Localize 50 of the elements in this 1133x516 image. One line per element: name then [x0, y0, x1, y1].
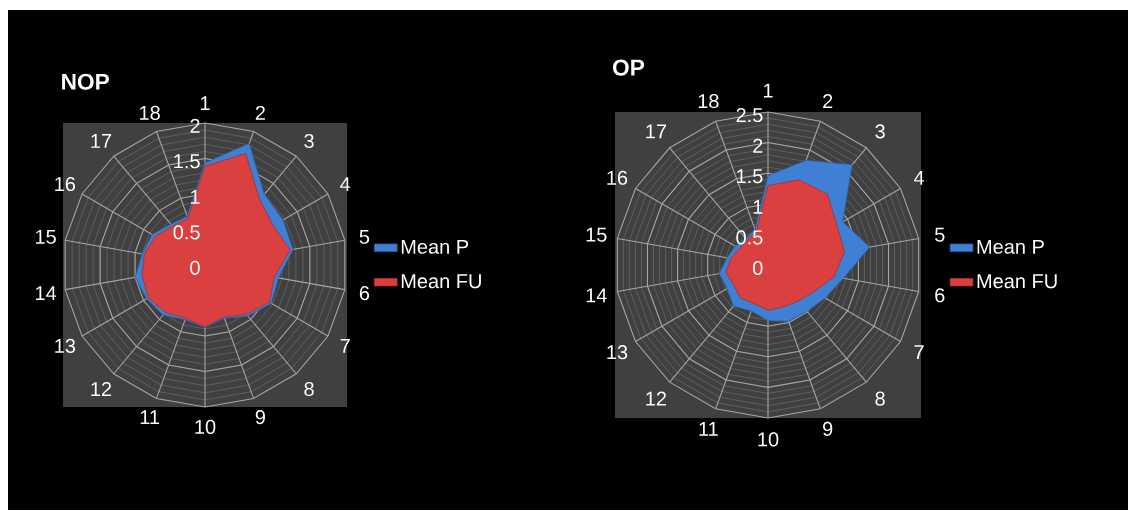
legend-label: Mean P: [977, 239, 1044, 254]
spoke-label: 17: [646, 124, 667, 139]
spoke-label: 6: [935, 288, 945, 303]
spoke-label: 15: [586, 227, 607, 242]
spoke-label: 14: [35, 286, 57, 300]
spoke-label: 9: [255, 410, 265, 425]
chart-title: OP: [612, 59, 645, 76]
spoke-label: 4: [340, 177, 351, 191]
y-tick-label: 1.5: [737, 169, 763, 184]
spoke-label: 6: [359, 286, 370, 301]
spoke-label: 13: [55, 338, 76, 353]
legend-label: Mean FU: [977, 274, 1057, 289]
y-tick-label: 2: [753, 138, 763, 153]
spoke-label: 5: [359, 229, 370, 244]
spoke-label: 12: [91, 382, 112, 396]
spoke-label: 2: [255, 105, 265, 120]
spoke-label: 1: [763, 83, 773, 98]
y-tick-label: 0.5: [173, 225, 200, 240]
y-tick-label: 1.5: [174, 154, 200, 169]
spoke-label: 2: [823, 94, 833, 109]
chart-title: NOP: [62, 73, 109, 90]
spoke-label: 11: [140, 410, 160, 424]
legend-label: Mean FU: [401, 274, 481, 289]
spoke-label: 16: [607, 170, 628, 185]
spoke-label: 18: [140, 105, 160, 120]
spoke-label: 7: [340, 339, 350, 353]
spoke-label: 11: [699, 422, 718, 436]
y-tick-label: 0: [752, 260, 763, 276]
spoke-label: 16: [55, 176, 76, 192]
spoke-label: 4: [913, 170, 925, 185]
spoke-label: 8: [304, 381, 314, 397]
spoke-label: 17: [91, 134, 112, 148]
spoke-label: 13: [607, 345, 628, 360]
spoke-label: 3: [304, 133, 314, 149]
spoke-label: 5: [935, 227, 945, 242]
spoke-label: 8: [875, 391, 885, 406]
y-tick-label: 0: [190, 260, 200, 275]
spoke-label: 18: [698, 94, 719, 109]
spoke-label: 1: [200, 96, 210, 110]
y-tick-label: 2: [190, 118, 200, 133]
spoke-label: 10: [195, 419, 216, 434]
spoke-label: 3: [875, 124, 885, 139]
spoke-label: 7: [914, 345, 924, 360]
spoke-label: 10: [758, 432, 779, 447]
spoke-label: 9: [823, 421, 833, 436]
spoke-label: 12: [646, 391, 667, 406]
spoke-label: 15: [35, 229, 56, 244]
legend-label: Mean P: [401, 239, 469, 254]
spoke-label: 14: [586, 288, 607, 303]
y-tick-label: 2.5: [736, 107, 763, 123]
